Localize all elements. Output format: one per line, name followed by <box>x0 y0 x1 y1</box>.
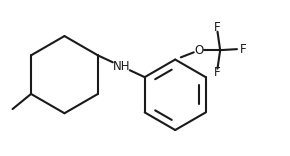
Text: NH: NH <box>113 60 130 73</box>
Text: F: F <box>214 21 221 34</box>
Text: F: F <box>214 66 221 79</box>
Text: F: F <box>240 43 247 56</box>
Text: O: O <box>195 44 204 57</box>
